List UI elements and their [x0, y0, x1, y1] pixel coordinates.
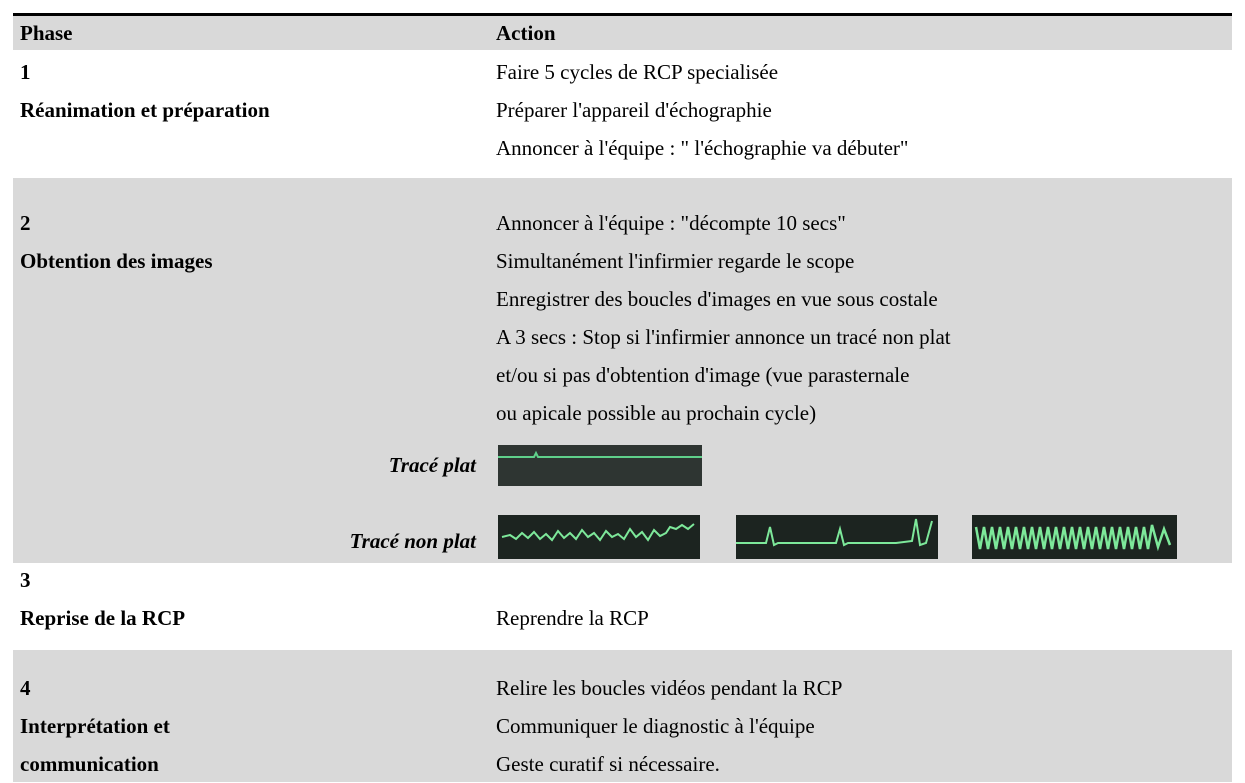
phase-number: 4 — [20, 676, 31, 700]
action-text: Communiquer le diagnostic à l'équipe — [496, 714, 815, 738]
phase-number: 2 — [20, 211, 31, 235]
ecg-image — [498, 515, 700, 559]
header-band — [13, 16, 1232, 50]
ecg-label: Tracé plat — [388, 453, 476, 477]
ecg-image — [498, 445, 702, 486]
row-band — [13, 650, 1232, 782]
action-text: Enregistrer des boucles d'images en vue … — [496, 287, 938, 311]
phase-number: 3 — [20, 568, 31, 592]
column-header: Phase — [20, 21, 73, 45]
action-text: Geste curatif si nécessaire. — [496, 752, 720, 776]
row-band — [13, 178, 1232, 563]
action-text: Préparer l'appareil d'échographie — [496, 98, 772, 122]
column-header: Action — [496, 21, 556, 45]
action-text: ou apicale possible au prochain cycle) — [496, 401, 817, 425]
action-text: Annoncer à l'équipe : " l'échographie va… — [496, 136, 909, 160]
ecg-image — [972, 515, 1177, 559]
top-rule — [13, 13, 1232, 16]
phase-title: Interprétation et — [20, 714, 170, 738]
action-text: Annoncer à l'équipe : "décompte 10 secs" — [496, 211, 846, 235]
action-text: A 3 secs : Stop si l'infirmier annonce u… — [496, 325, 951, 349]
phase-title: Réanimation et préparation — [20, 98, 270, 122]
phase-title: communication — [20, 752, 159, 776]
phase-title: Reprise de la RCP — [20, 606, 186, 630]
action-text: Relire les boucles vidéos pendant la RCP — [496, 676, 843, 700]
ecg-image — [736, 515, 938, 559]
action-text: et/ou si pas d'obtention d'image (vue pa… — [496, 363, 910, 387]
ecg-label: Tracé non plat — [349, 529, 476, 553]
phase-number: 1 — [20, 60, 31, 84]
phase-title: Obtention des images — [20, 249, 213, 273]
action-text: Simultanément l'infirmier regarde le sco… — [496, 249, 855, 273]
action-text: Faire 5 cycles de RCP specialisée — [496, 60, 779, 84]
action-text: Reprendre la RCP — [496, 606, 649, 630]
